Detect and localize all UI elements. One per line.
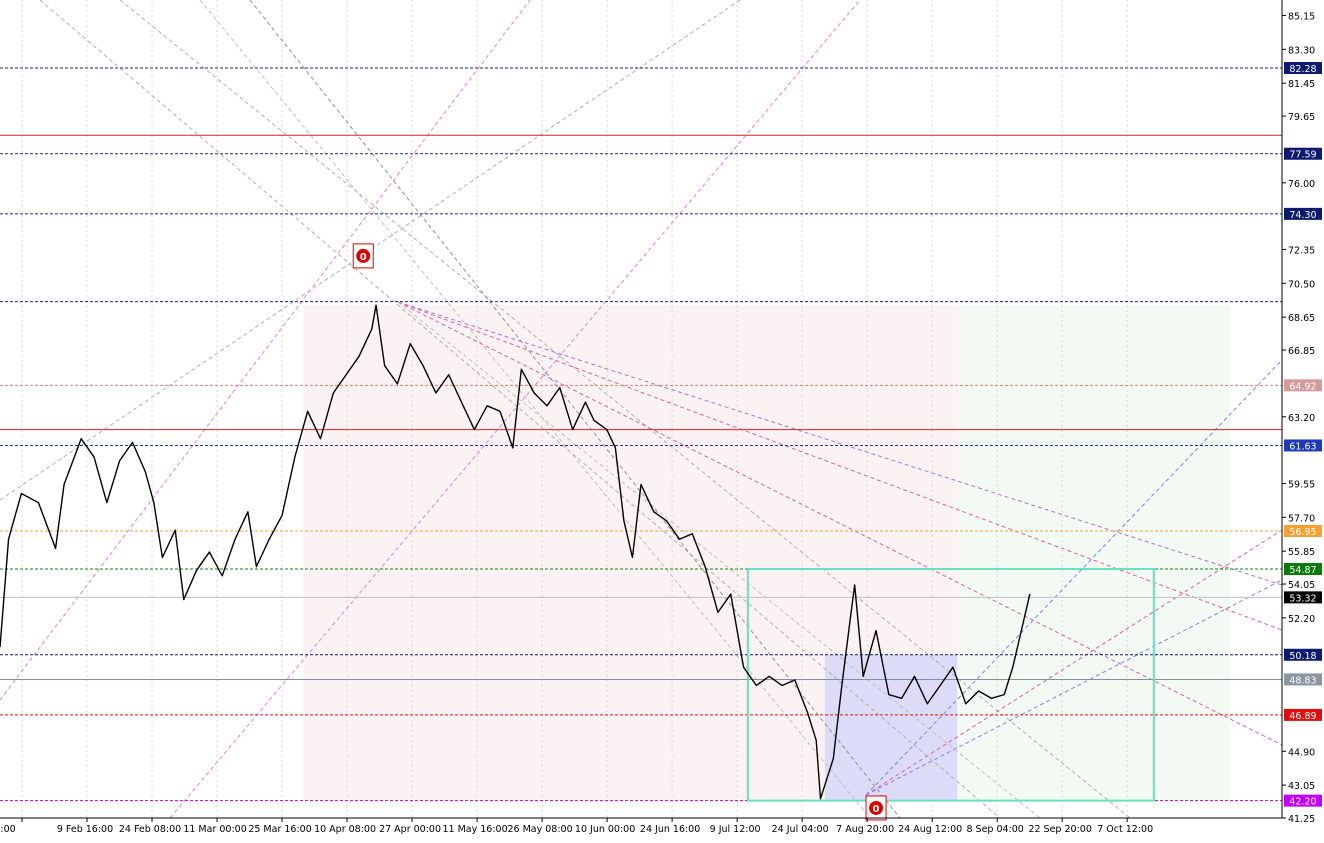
trend-line [0,0,741,501]
trend-line [199,0,871,819]
price-tick-label: 83.30 [1288,45,1315,56]
marker-dot[interactable] [356,248,371,263]
price-tick-label: 66.85 [1288,346,1315,357]
time-tick-label: 11 Mar 00:00 [183,824,246,835]
price-badge[interactable] [1284,708,1322,721]
time-tick-label: 8 Sep 04:00 [966,824,1023,835]
price-badge[interactable] [1284,207,1322,220]
level-lines [0,67,1282,802]
shaded-zones [303,305,1231,801]
time-tick-label: 10 Jun 00:00 [575,824,635,835]
price-tick-label: 85.15 [1288,12,1315,23]
price-line [0,304,1031,800]
price-badge[interactable] [1284,379,1322,392]
range-rectangle[interactable] [746,568,1155,802]
trend-line [865,359,1283,796]
price-badge-label: 46.89 [1289,711,1316,722]
price-tick-label: 55.85 [1288,547,1315,558]
price-badge[interactable] [1284,591,1322,604]
trend-line [865,579,1283,796]
time-tick-label: 27 Apr 00:00 [379,824,441,835]
price-badge-label: 53.32 [1289,593,1316,604]
time-tick-label: 24 Jun 16:00 [640,824,700,835]
time-tick-label: 7 Aug 20:00 [836,824,894,835]
trend-line [397,301,1283,586]
price-tick-label: 44.90 [1288,747,1315,758]
time-tick-label: 9 Jul 12:00 [710,824,761,835]
price-badge[interactable] [1284,147,1322,160]
price-tick-label: 68.65 [1288,313,1315,324]
price-badge[interactable] [1284,648,1322,661]
marker-label: 0 [873,804,880,815]
price-badge-label: 74.30 [1289,210,1316,221]
price-badge[interactable] [1284,61,1322,74]
trend-line [39,0,1001,819]
price-badge-label: 64.92 [1289,381,1316,392]
price-badge-label: 42.20 [1289,797,1316,808]
price-tick-label: 79.65 [1288,112,1315,123]
shaded-zone [957,305,1231,801]
price-tick-label: 59.55 [1288,479,1315,490]
price-tick-label: 76.00 [1288,179,1315,190]
price-badge[interactable] [1284,525,1322,538]
price-tick-label: 81.45 [1288,79,1315,90]
trend-line [397,301,1283,631]
marker-label: 0 [360,252,367,263]
price-badge[interactable] [1284,794,1322,807]
trend-line [397,301,1041,819]
time-tick-label: 26 May 08:00 [508,824,573,835]
time-tick-label: 24 Aug 12:00 [898,824,962,835]
time-tick-label: 9 Feb 16:00 [57,824,113,835]
price-tick-label: 57.70 [1288,513,1315,524]
price-badge[interactable] [1284,673,1322,686]
price-badge[interactable] [1284,439,1322,452]
price-badge-label: 82.28 [1289,64,1316,75]
time-tick-label: 7 Oct 12:00 [1097,824,1153,835]
price-badge-label: 77.59 [1289,150,1316,161]
price-tick-label: 41.25 [1288,814,1315,825]
time-tick-label: 24 Feb 08:00 [119,824,181,835]
time-tick-label: 25 Mar 16:00 [248,824,311,835]
range-box[interactable] [746,568,1155,802]
price-badge-label: 48.83 [1289,675,1316,686]
trend-line [0,0,531,701]
trend-lines [0,0,1283,819]
trend-line [397,301,1283,746]
time-tick-label: 00:00 [0,824,16,835]
price-badge-label: 56.95 [1289,527,1316,538]
price-badge-label: 50.18 [1289,651,1316,662]
grid-lines [21,0,1128,818]
price-badge-label: 61.63 [1289,441,1316,452]
price-badge-label: 54.87 [1289,565,1316,576]
time-tick-label: 11 May 16:00 [442,824,507,835]
time-tick-label: 24 Jul 04:00 [772,824,829,835]
price-tick-label: 43.05 [1288,781,1315,792]
price-tick-label: 52.20 [1288,614,1315,625]
time-tick-label: 22 Sep 20:00 [1028,824,1091,835]
marker-dot[interactable] [869,800,884,815]
time-tick-label: 10 Apr 08:00 [314,824,376,835]
trend-line [865,529,1283,796]
price-axis[interactable]: 85.15 83.30 81.45 79.65 76.00 72.35 70.50 68.65… [1281,0,1322,825]
price-tick-label: 54.05 [1288,580,1315,591]
price-series [0,304,1031,800]
price-tick-label: 72.35 [1288,246,1315,257]
price-tick-label: 63.20 [1288,413,1315,424]
price-badge[interactable] [1284,563,1322,576]
markers[interactable]: 00 [352,243,887,821]
trend-line [169,0,861,819]
price-tick-label: 70.50 [1288,279,1315,290]
